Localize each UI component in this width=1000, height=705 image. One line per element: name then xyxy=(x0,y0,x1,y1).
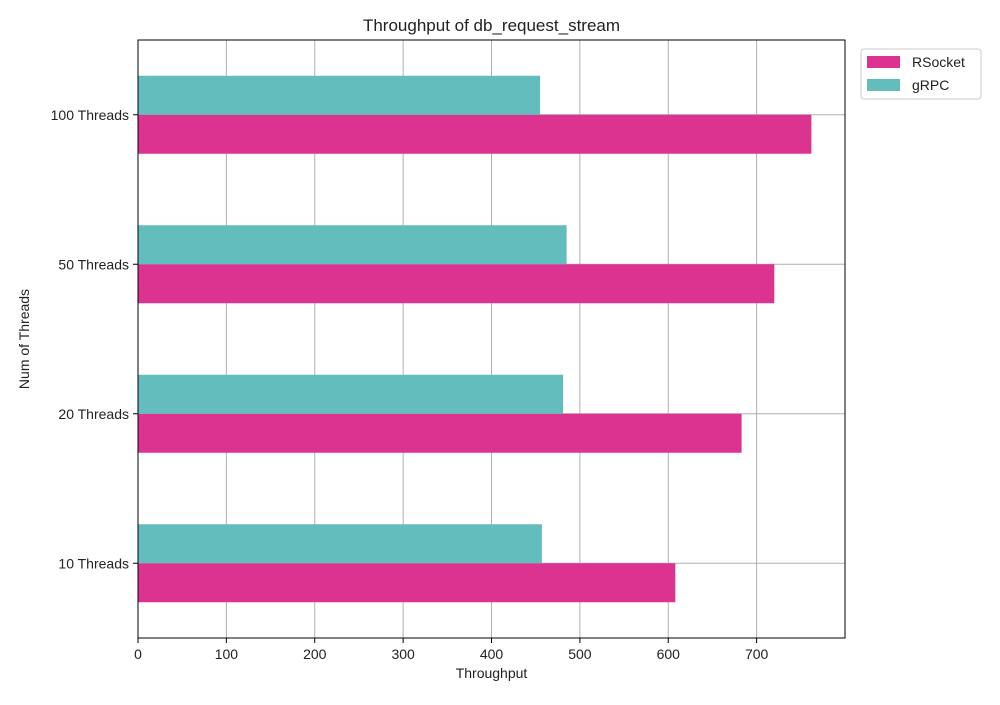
y-tick-label: 100 Threads xyxy=(51,107,129,123)
y-tick-label: 50 Threads xyxy=(58,256,129,272)
x-tick-label: 700 xyxy=(745,646,769,662)
x-tick-label: 400 xyxy=(480,646,504,662)
bar-grpc-100-threads xyxy=(138,75,541,115)
bar-rsocket-10-threads xyxy=(138,563,676,603)
chart-title: Throughput of db_request_stream xyxy=(363,16,620,35)
x-tick-label: 300 xyxy=(391,646,415,662)
x-tick-label: 0 xyxy=(134,646,142,662)
bar-rsocket-20-threads xyxy=(138,413,742,453)
y-tick-label: 10 Threads xyxy=(58,555,129,571)
bar-grpc-10-threads xyxy=(138,524,542,564)
y-tick-label: 20 Threads xyxy=(58,406,129,422)
y-axis-label: Num of Threads xyxy=(16,289,32,389)
legend-label-grpc: gRPC xyxy=(912,77,949,93)
x-axis-label: Throughput xyxy=(456,665,528,681)
legend-label-rsocket: RSocket xyxy=(912,54,965,70)
bars xyxy=(138,75,812,603)
legend: RSocket gRPC xyxy=(860,48,982,100)
bar-grpc-20-threads xyxy=(138,374,564,414)
x-tick-label: 200 xyxy=(303,646,327,662)
x-tick-label: 600 xyxy=(657,646,681,662)
bar-rsocket-100-threads xyxy=(138,114,812,154)
bar-rsocket-50-threads xyxy=(138,264,775,304)
axis-ticks: 0 100 200 300 400 500 600 700 10 Threads 20 Threa… xyxy=(51,107,769,662)
legend-swatch-grpc xyxy=(867,79,900,91)
x-tick-label: 500 xyxy=(568,646,592,662)
legend-swatch-rsocket xyxy=(867,56,900,68)
x-tick-label: 100 xyxy=(215,646,239,662)
bar-grpc-50-threads xyxy=(138,225,567,265)
